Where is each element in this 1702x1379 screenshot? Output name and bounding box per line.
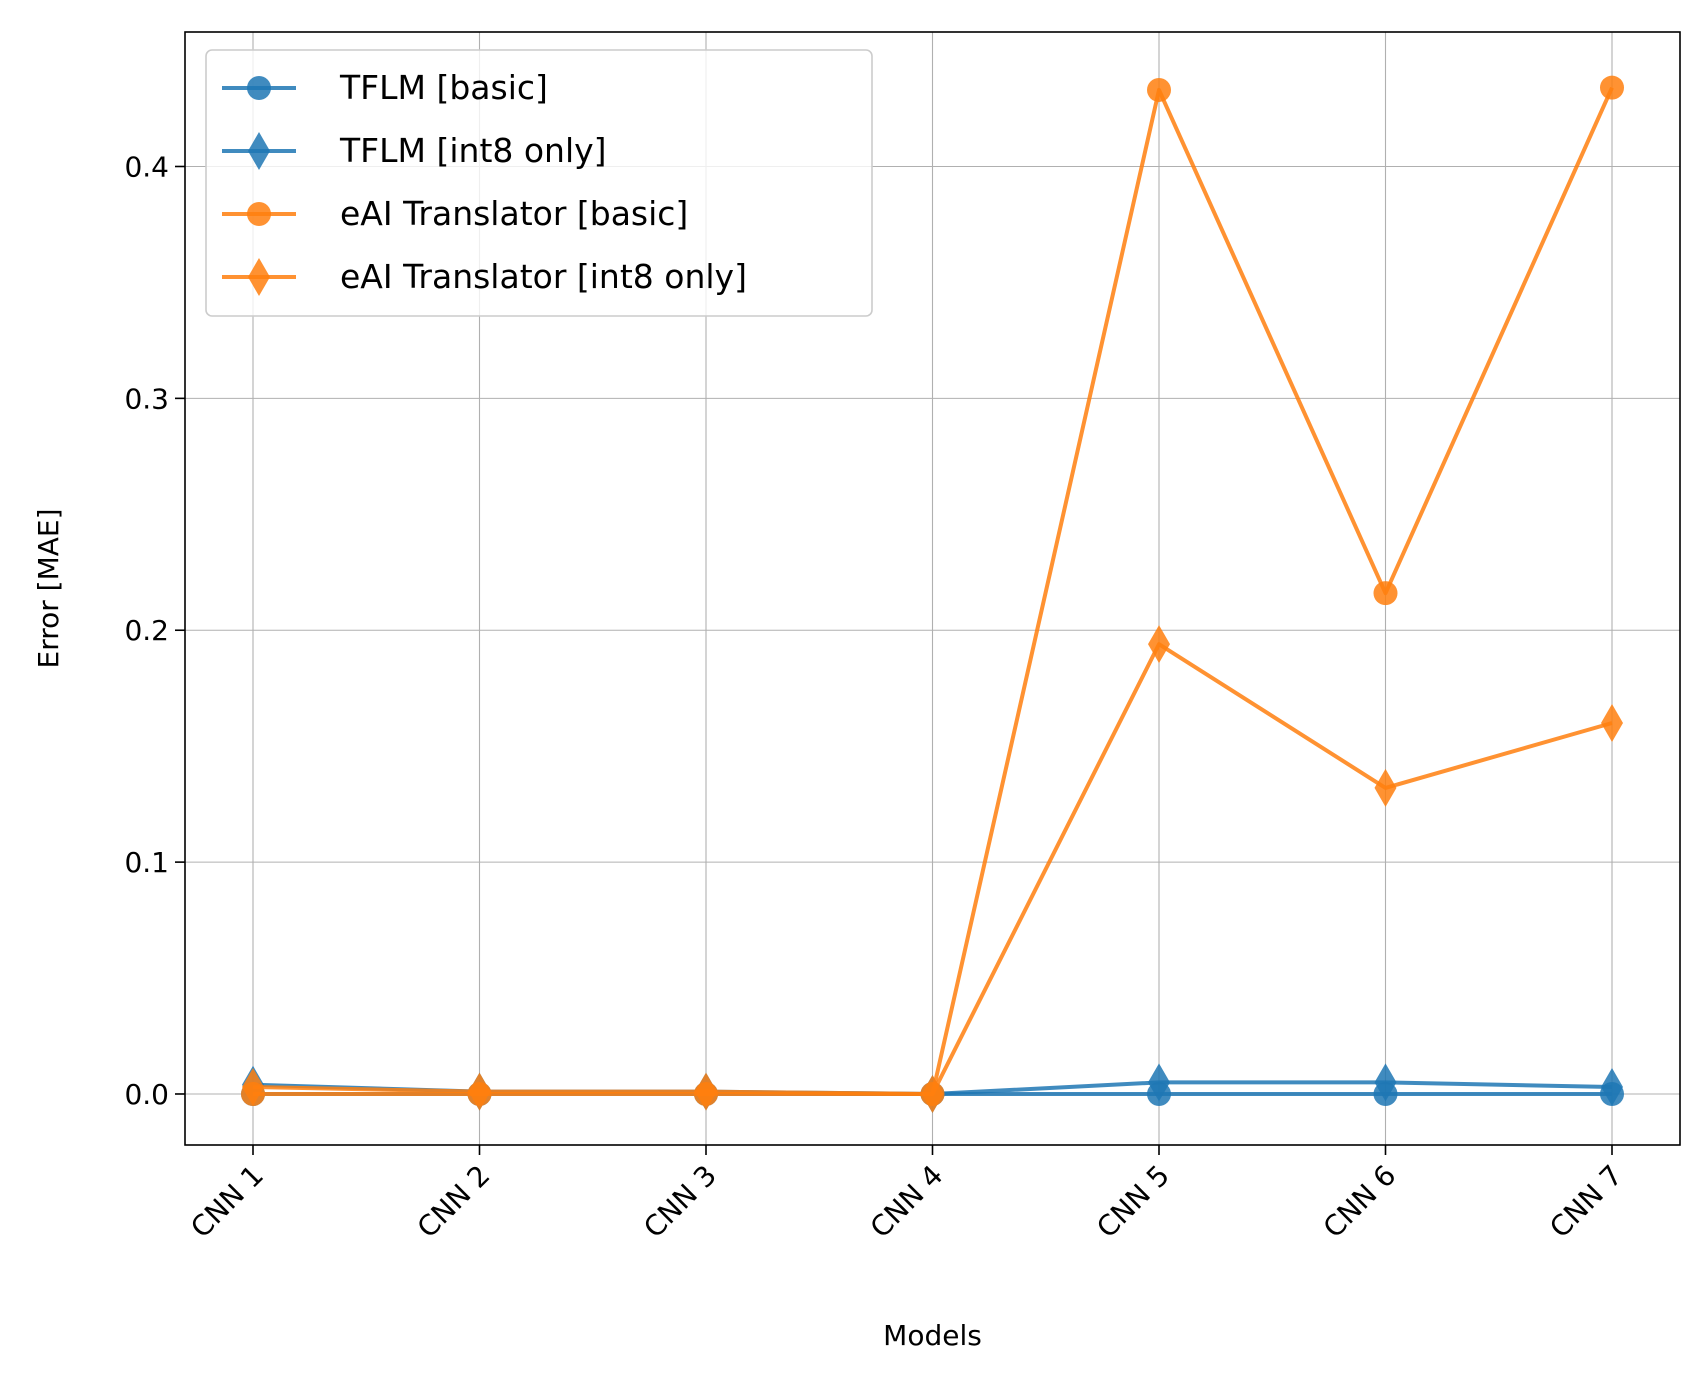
- series-marker: [695, 1072, 717, 1111]
- y-tick-label: 0.2: [124, 614, 169, 647]
- series-marker: [1601, 703, 1623, 742]
- series-marker: [247, 76, 271, 100]
- y-tick-label: 0.1: [124, 846, 169, 879]
- legend-item: TFLM [basic]: [222, 68, 548, 107]
- series-marker: [1601, 1068, 1623, 1107]
- series-marker: [1374, 1063, 1397, 1102]
- legend-label: eAI Translator [int8 only]: [340, 257, 747, 296]
- y-tick-label: 0.3: [124, 382, 169, 415]
- legend-label: eAI Translator [basic]: [340, 194, 688, 233]
- legend-box: [205, 49, 873, 317]
- series-marker: [1148, 1063, 1170, 1102]
- series-layer: [241, 75, 1624, 1113]
- legend-item: eAI Translator [basic]: [222, 194, 688, 233]
- series-marker: [1147, 77, 1171, 102]
- series-marker: [242, 1068, 264, 1107]
- legend-item: TFLM [int8 only]: [222, 131, 607, 170]
- series-marker: [247, 202, 271, 226]
- legend-item: eAI Translator [int8 only]: [222, 257, 747, 296]
- x-axis-label: Models: [883, 1319, 982, 1352]
- legend-label: TFLM [basic]: [339, 68, 548, 107]
- data-series: [242, 625, 1623, 1113]
- y-tick-label: 0.0: [124, 1078, 169, 1111]
- legend: TFLM [basic] TFLM [int8 only] eAI Translat…: [205, 49, 873, 317]
- series-marker: [1600, 75, 1624, 100]
- series-marker: [1373, 581, 1398, 606]
- series-marker: [1148, 625, 1170, 664]
- series-marker: [248, 132, 270, 170]
- legend-label: TFLM [int8 only]: [339, 131, 607, 170]
- series-marker: [921, 1074, 944, 1113]
- series-marker: [248, 258, 270, 296]
- y-axis-label: Error [MAE]: [32, 508, 65, 668]
- series-marker: [1374, 768, 1397, 807]
- y-tick-label: 0.4: [124, 150, 169, 183]
- series-marker: [468, 1072, 491, 1111]
